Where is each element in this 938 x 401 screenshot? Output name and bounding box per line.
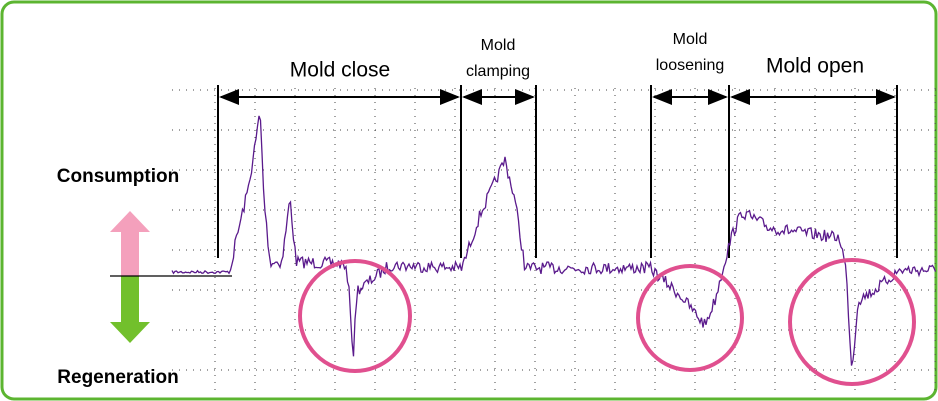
up-arrow bbox=[110, 211, 150, 276]
phase-label: clamping bbox=[466, 63, 530, 80]
grid bbox=[172, 88, 936, 396]
regeneration-label: Regeneration bbox=[57, 367, 178, 388]
phase-label: Mold open bbox=[766, 55, 864, 78]
phase-boundaries bbox=[217, 85, 898, 258]
phase-label: Mold close bbox=[290, 59, 390, 82]
phase-label: loosening bbox=[656, 57, 725, 74]
highlights bbox=[298, 258, 916, 386]
waveform bbox=[171, 115, 937, 366]
phase-label: Mold bbox=[673, 31, 708, 48]
down-arrow bbox=[110, 276, 150, 343]
phase-label: Mold bbox=[481, 37, 516, 54]
consumption-label: Consumption bbox=[57, 166, 179, 187]
